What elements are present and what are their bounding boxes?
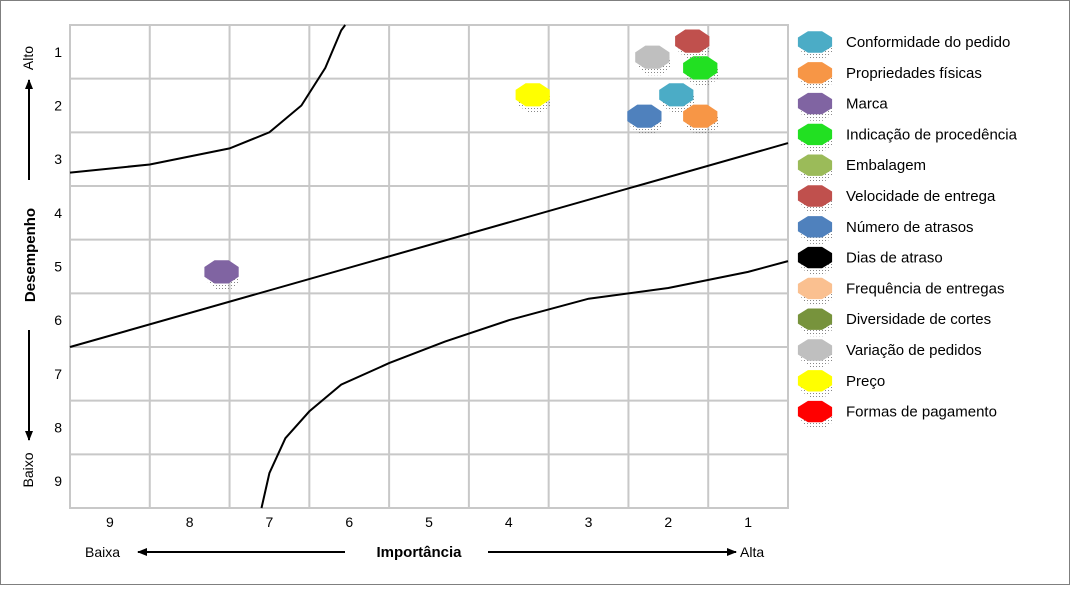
legend-item: Embalagem [797, 154, 926, 183]
y-tick-label: 8 [54, 420, 62, 436]
legend-item: Formas de pagamento [797, 400, 997, 429]
point-propriedades-f-sicas[interactable] [683, 104, 718, 135]
point-varia-o-de-pedidos[interactable] [635, 45, 671, 76]
y-tick-label: 4 [54, 205, 62, 221]
legend-marker [797, 31, 833, 53]
x-tick-label: 9 [106, 514, 114, 530]
legend-label: Conformidade do pedido [846, 34, 1010, 51]
y-top-label: Alto [20, 46, 36, 70]
legend-marker [797, 216, 833, 238]
legend-label: Número de atrasos [846, 219, 974, 236]
x-tick-label: 3 [585, 514, 593, 530]
y-tick-label: 2 [54, 98, 62, 114]
legend-marker [797, 185, 833, 207]
x-tick-labels: 9 8 7 6 5 4 3 2 1 [106, 514, 752, 530]
point-conformidade-do-pedido[interactable] [659, 83, 694, 113]
boundary-curve-1 [69, 24, 347, 174]
x-tick-label: 5 [425, 514, 433, 530]
point-marker [683, 56, 718, 80]
legend-item: Diversidade de cortes [797, 308, 991, 337]
x-tick-label: 1 [744, 514, 752, 530]
legend-label: Embalagem [846, 157, 926, 174]
x-low-label: Baixa [85, 544, 120, 560]
legend-item: Marca [797, 92, 888, 121]
x-axis-title: Importância [376, 544, 462, 561]
x-tick-label: 6 [345, 514, 353, 530]
legend-item: Frequência de entregas [797, 277, 1004, 306]
legend-marker [797, 246, 833, 269]
legend-marker [797, 154, 833, 176]
legend-marker [797, 339, 833, 361]
legend-item: Variação de pedidos [797, 339, 982, 368]
y-tick-label: 9 [54, 473, 62, 489]
legend-label: Propriedades físicas [846, 65, 982, 82]
legend-label: Indicação de procedência [846, 126, 1018, 143]
legend-marker [797, 308, 833, 330]
point-n-mero-de-atrasos[interactable] [627, 104, 663, 135]
point-marker [515, 83, 550, 107]
point-marker [204, 260, 239, 284]
point-marker [675, 29, 710, 53]
x-tick-label: 4 [505, 514, 513, 530]
legend-label: Preço [846, 373, 885, 390]
y-axis-title: Desempenho [22, 208, 39, 302]
boundary-curve-3 [260, 260, 789, 509]
legend-label: Frequência de entregas [846, 280, 1004, 297]
legend-label: Variação de pedidos [846, 342, 982, 359]
x-tick-label: 7 [266, 514, 274, 530]
x-high-label: Alta [740, 544, 764, 560]
legend-item: Velocidade de entrega [797, 185, 996, 214]
point-marker [635, 45, 670, 69]
y-tick-label: 3 [54, 151, 62, 167]
legend-marker [797, 400, 833, 423]
legend-marker [797, 62, 833, 84]
point-indica-o-de-proced-ncia[interactable] [683, 56, 718, 86]
y-tick-label: 7 [54, 366, 62, 382]
point-pre-o[interactable] [515, 83, 551, 113]
y-tick-labels: 1 2 3 4 5 6 7 8 9 [54, 44, 62, 489]
legend-label: Dias de atraso [846, 250, 943, 267]
y-tick-label: 5 [54, 259, 62, 275]
legend-label: Formas de pagamento [846, 404, 997, 421]
legend-marker [797, 92, 833, 115]
legend-marker [797, 370, 833, 392]
legend-item: Dias de atraso [797, 246, 943, 275]
point-velocidade-de-entrega[interactable] [675, 29, 710, 60]
legend-label: Marca [846, 96, 888, 113]
legend-item: Conformidade do pedido [797, 31, 1010, 60]
x-tick-label: 8 [186, 514, 194, 530]
boundary-curve-2 [69, 142, 789, 348]
x-tick-label: 2 [664, 514, 672, 530]
point-marca[interactable] [204, 260, 240, 290]
legend-marker [797, 277, 833, 300]
y-bottom-label: Baixo [20, 452, 36, 487]
y-tick-label: 6 [54, 312, 62, 328]
legend-item: Propriedades físicas [797, 62, 982, 90]
legend-marker [797, 123, 833, 146]
data-points [204, 29, 718, 290]
legend-label: Velocidade de entrega [846, 188, 996, 205]
point-marker [627, 104, 662, 128]
y-tick-label: 1 [54, 44, 62, 60]
point-marker [659, 83, 694, 107]
point-marker [683, 104, 718, 128]
legend-item: Número de atrasos [797, 216, 974, 244]
legend: Conformidade do pedido Propriedades físic… [797, 31, 1018, 429]
legend-item: Preço [797, 370, 885, 398]
curves [69, 24, 789, 509]
legend-label: Diversidade de cortes [846, 311, 991, 328]
legend-item: Indicação de procedência [797, 123, 1018, 152]
